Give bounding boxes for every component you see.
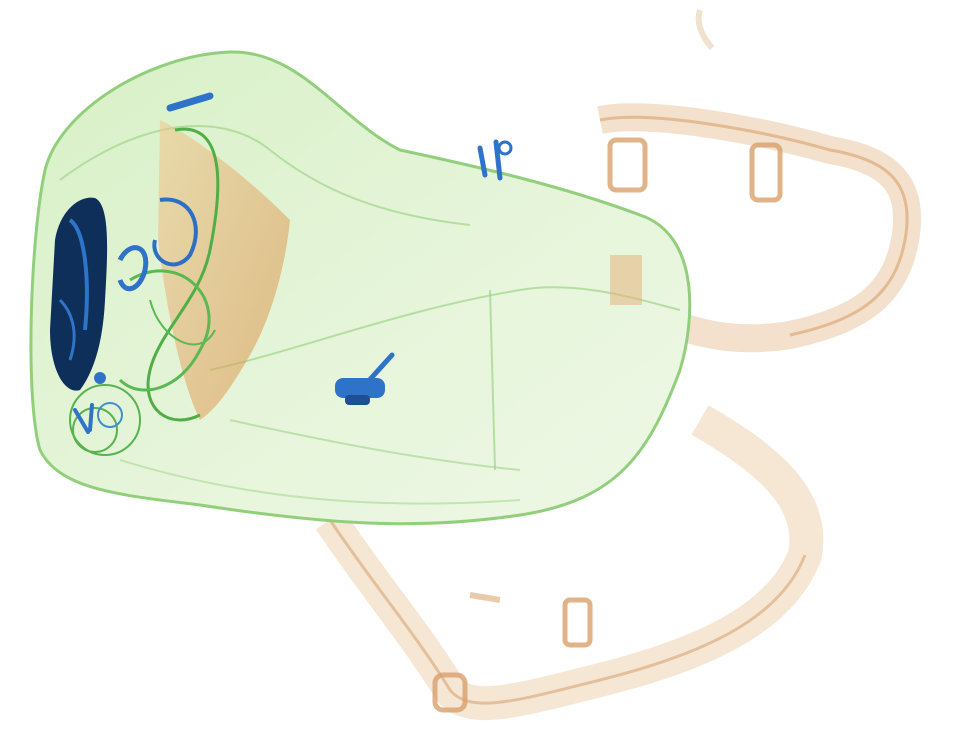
xray-scan-drawing — [0, 0, 955, 730]
xray-scan-image — [0, 0, 955, 730]
